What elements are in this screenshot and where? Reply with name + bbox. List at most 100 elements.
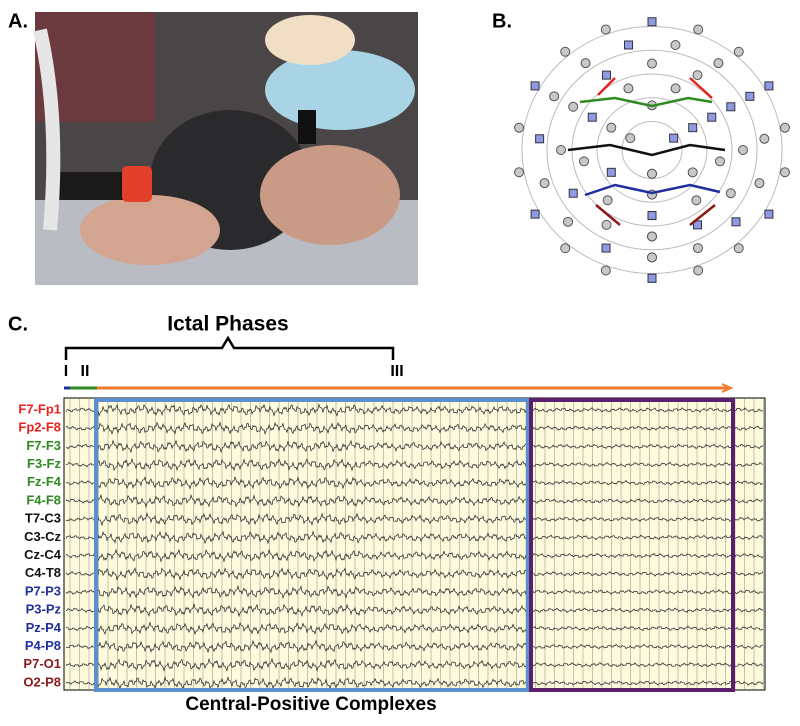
electrode xyxy=(647,17,657,27)
panel-label: B. xyxy=(492,10,512,32)
phase-label: II xyxy=(81,363,90,380)
channel-label: P3-Pz xyxy=(26,602,62,617)
electrode xyxy=(745,91,755,101)
channel-label: Cz-C4 xyxy=(24,547,62,562)
head-ring xyxy=(546,49,758,251)
channel-label: C3-Cz xyxy=(24,529,61,544)
electrode xyxy=(670,83,681,94)
electrode xyxy=(560,243,571,254)
electrode xyxy=(647,273,657,283)
ictal-title: Ictal Phases xyxy=(167,313,288,336)
electrode xyxy=(601,243,611,253)
eeg-trace xyxy=(65,457,763,472)
electrode xyxy=(600,265,611,276)
eeg-trace xyxy=(65,475,764,490)
electrode xyxy=(535,134,545,144)
electrode xyxy=(580,58,591,69)
electrode xyxy=(693,265,704,276)
eeg-traces xyxy=(65,399,764,690)
head-ring xyxy=(571,73,733,227)
channel-label: Pz-P4 xyxy=(26,620,62,635)
electrode xyxy=(556,145,566,155)
electrode xyxy=(602,70,611,80)
electrode xyxy=(549,91,560,102)
annotation: Central-Positive Complexes xyxy=(185,694,436,715)
eeg-trace xyxy=(65,493,764,509)
electrode xyxy=(691,195,702,206)
electrode xyxy=(587,112,597,122)
channel-label: P4-P8 xyxy=(25,638,61,653)
electrode xyxy=(693,24,704,35)
eeg-trace xyxy=(65,639,764,654)
electrode xyxy=(733,46,744,57)
electrode xyxy=(602,195,613,206)
electrode xyxy=(779,167,790,178)
electrode xyxy=(707,112,717,122)
electrode xyxy=(647,168,657,179)
arrow xyxy=(689,204,716,226)
arrow xyxy=(595,204,621,226)
electrode xyxy=(624,40,634,50)
eeg-trace xyxy=(65,512,764,527)
eeg-trace xyxy=(65,421,764,435)
phase-arrow xyxy=(721,383,734,393)
phase-label: I xyxy=(64,363,68,380)
panel-label: A. xyxy=(8,10,28,32)
electrode xyxy=(625,133,636,144)
bracket xyxy=(64,335,395,360)
arrow xyxy=(584,183,721,197)
phase-label: III xyxy=(390,363,403,380)
eeg-trace xyxy=(65,621,764,636)
electrode xyxy=(759,133,770,144)
electrode xyxy=(764,81,774,91)
electrode xyxy=(714,156,725,167)
electrode xyxy=(670,39,681,50)
electrode xyxy=(726,102,736,112)
channel-label: Fp2-F8 xyxy=(18,420,61,435)
arrow xyxy=(689,77,713,99)
electrode xyxy=(563,216,574,227)
electrode xyxy=(600,24,611,35)
electrode xyxy=(530,209,540,219)
highlight-box xyxy=(94,398,530,692)
electrode-map xyxy=(514,17,790,283)
electrode xyxy=(669,133,679,143)
electrode xyxy=(530,81,540,91)
electrode xyxy=(647,211,657,221)
electrode xyxy=(560,46,571,57)
channel-label: C4-T8 xyxy=(25,565,61,580)
electrode xyxy=(568,101,579,112)
electrode xyxy=(687,167,698,178)
channel-label: F3-Fz xyxy=(27,456,61,471)
eeg-trace xyxy=(65,676,764,690)
eeg-trace xyxy=(65,567,764,581)
electrode xyxy=(731,217,741,227)
eeg-trace xyxy=(65,403,764,417)
electrode xyxy=(514,167,525,178)
eeg-trace xyxy=(65,584,764,600)
eeg-trace xyxy=(65,530,764,545)
electrode xyxy=(688,123,698,133)
electrode xyxy=(606,167,616,177)
head-ring xyxy=(521,26,783,274)
electrode xyxy=(647,252,657,263)
electrode xyxy=(579,156,590,167)
eeg-trace xyxy=(65,439,764,454)
channel-label: Fz-F4 xyxy=(27,474,62,489)
electrode xyxy=(568,188,578,198)
arrow xyxy=(567,143,726,157)
channel-label: F4-F8 xyxy=(26,492,61,507)
electrode xyxy=(514,122,525,133)
electrode xyxy=(692,70,703,81)
eeg-trace xyxy=(65,548,764,563)
electrode xyxy=(754,178,765,189)
eeg-trace xyxy=(65,657,764,672)
channel-label: T7-C3 xyxy=(25,511,61,526)
arrow xyxy=(597,77,616,96)
arrow xyxy=(579,96,713,108)
electrode xyxy=(623,83,634,94)
electrode xyxy=(647,231,657,242)
highlight-box xyxy=(529,398,735,692)
channel-label: O2-P8 xyxy=(23,674,61,689)
channel-label: P7-O1 xyxy=(23,656,61,671)
